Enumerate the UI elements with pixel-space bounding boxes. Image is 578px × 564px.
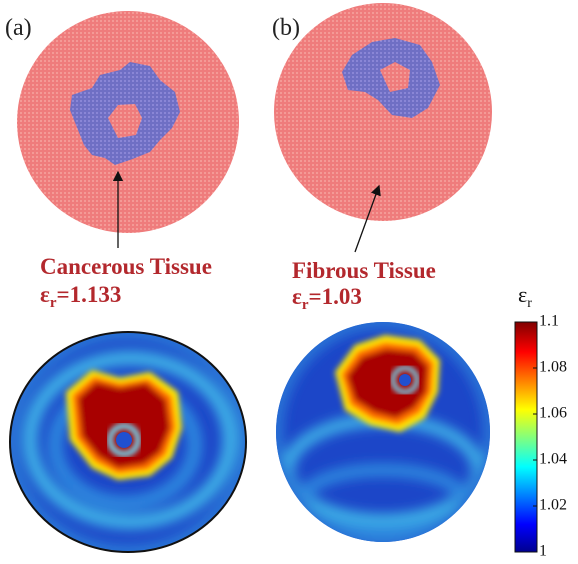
figure: (a) (b) Cancerous Tissue εr=1.133 Fibrou… (0, 0, 578, 564)
tick-label: 1.04 (539, 451, 567, 468)
tick-label: 1.08 (539, 359, 567, 376)
page: { "panels": [ {"label": "(a)", "annotati… (0, 0, 578, 564)
subscript: r (527, 296, 532, 311)
symbol: ε (292, 284, 302, 309)
symbol: ε (518, 282, 527, 307)
sign: = (309, 284, 322, 309)
sign: = (57, 282, 70, 307)
tissue-label: Cancerous Tissue (40, 254, 212, 279)
tick-label: 1 (539, 543, 547, 560)
reconstruction-map (270, 320, 500, 550)
panel-label: (b) (272, 15, 300, 41)
tick-label: 1.06 (539, 405, 567, 422)
permittivity: εr=1.133 (40, 282, 121, 311)
panel-label: (a) (5, 15, 32, 41)
permittivity: εr=1.03 (292, 284, 362, 313)
tissue-disc (274, 3, 492, 221)
colorbar (515, 322, 537, 552)
tick-label: 1.1 (539, 313, 559, 330)
tissue-label: Fibrous Tissue (292, 258, 436, 283)
tissue-disc (17, 11, 239, 233)
value: 1.133 (70, 282, 122, 307)
value: 1.03 (322, 284, 362, 309)
tick-label: 1.02 (539, 497, 567, 514)
colorbar-ticks: 1 1.02 1.04 1.06 1.08 1.1 (533, 313, 567, 560)
colorbar-label: εr (518, 282, 532, 311)
reconstruction-map (0, 320, 260, 560)
symbol: ε (40, 282, 50, 307)
